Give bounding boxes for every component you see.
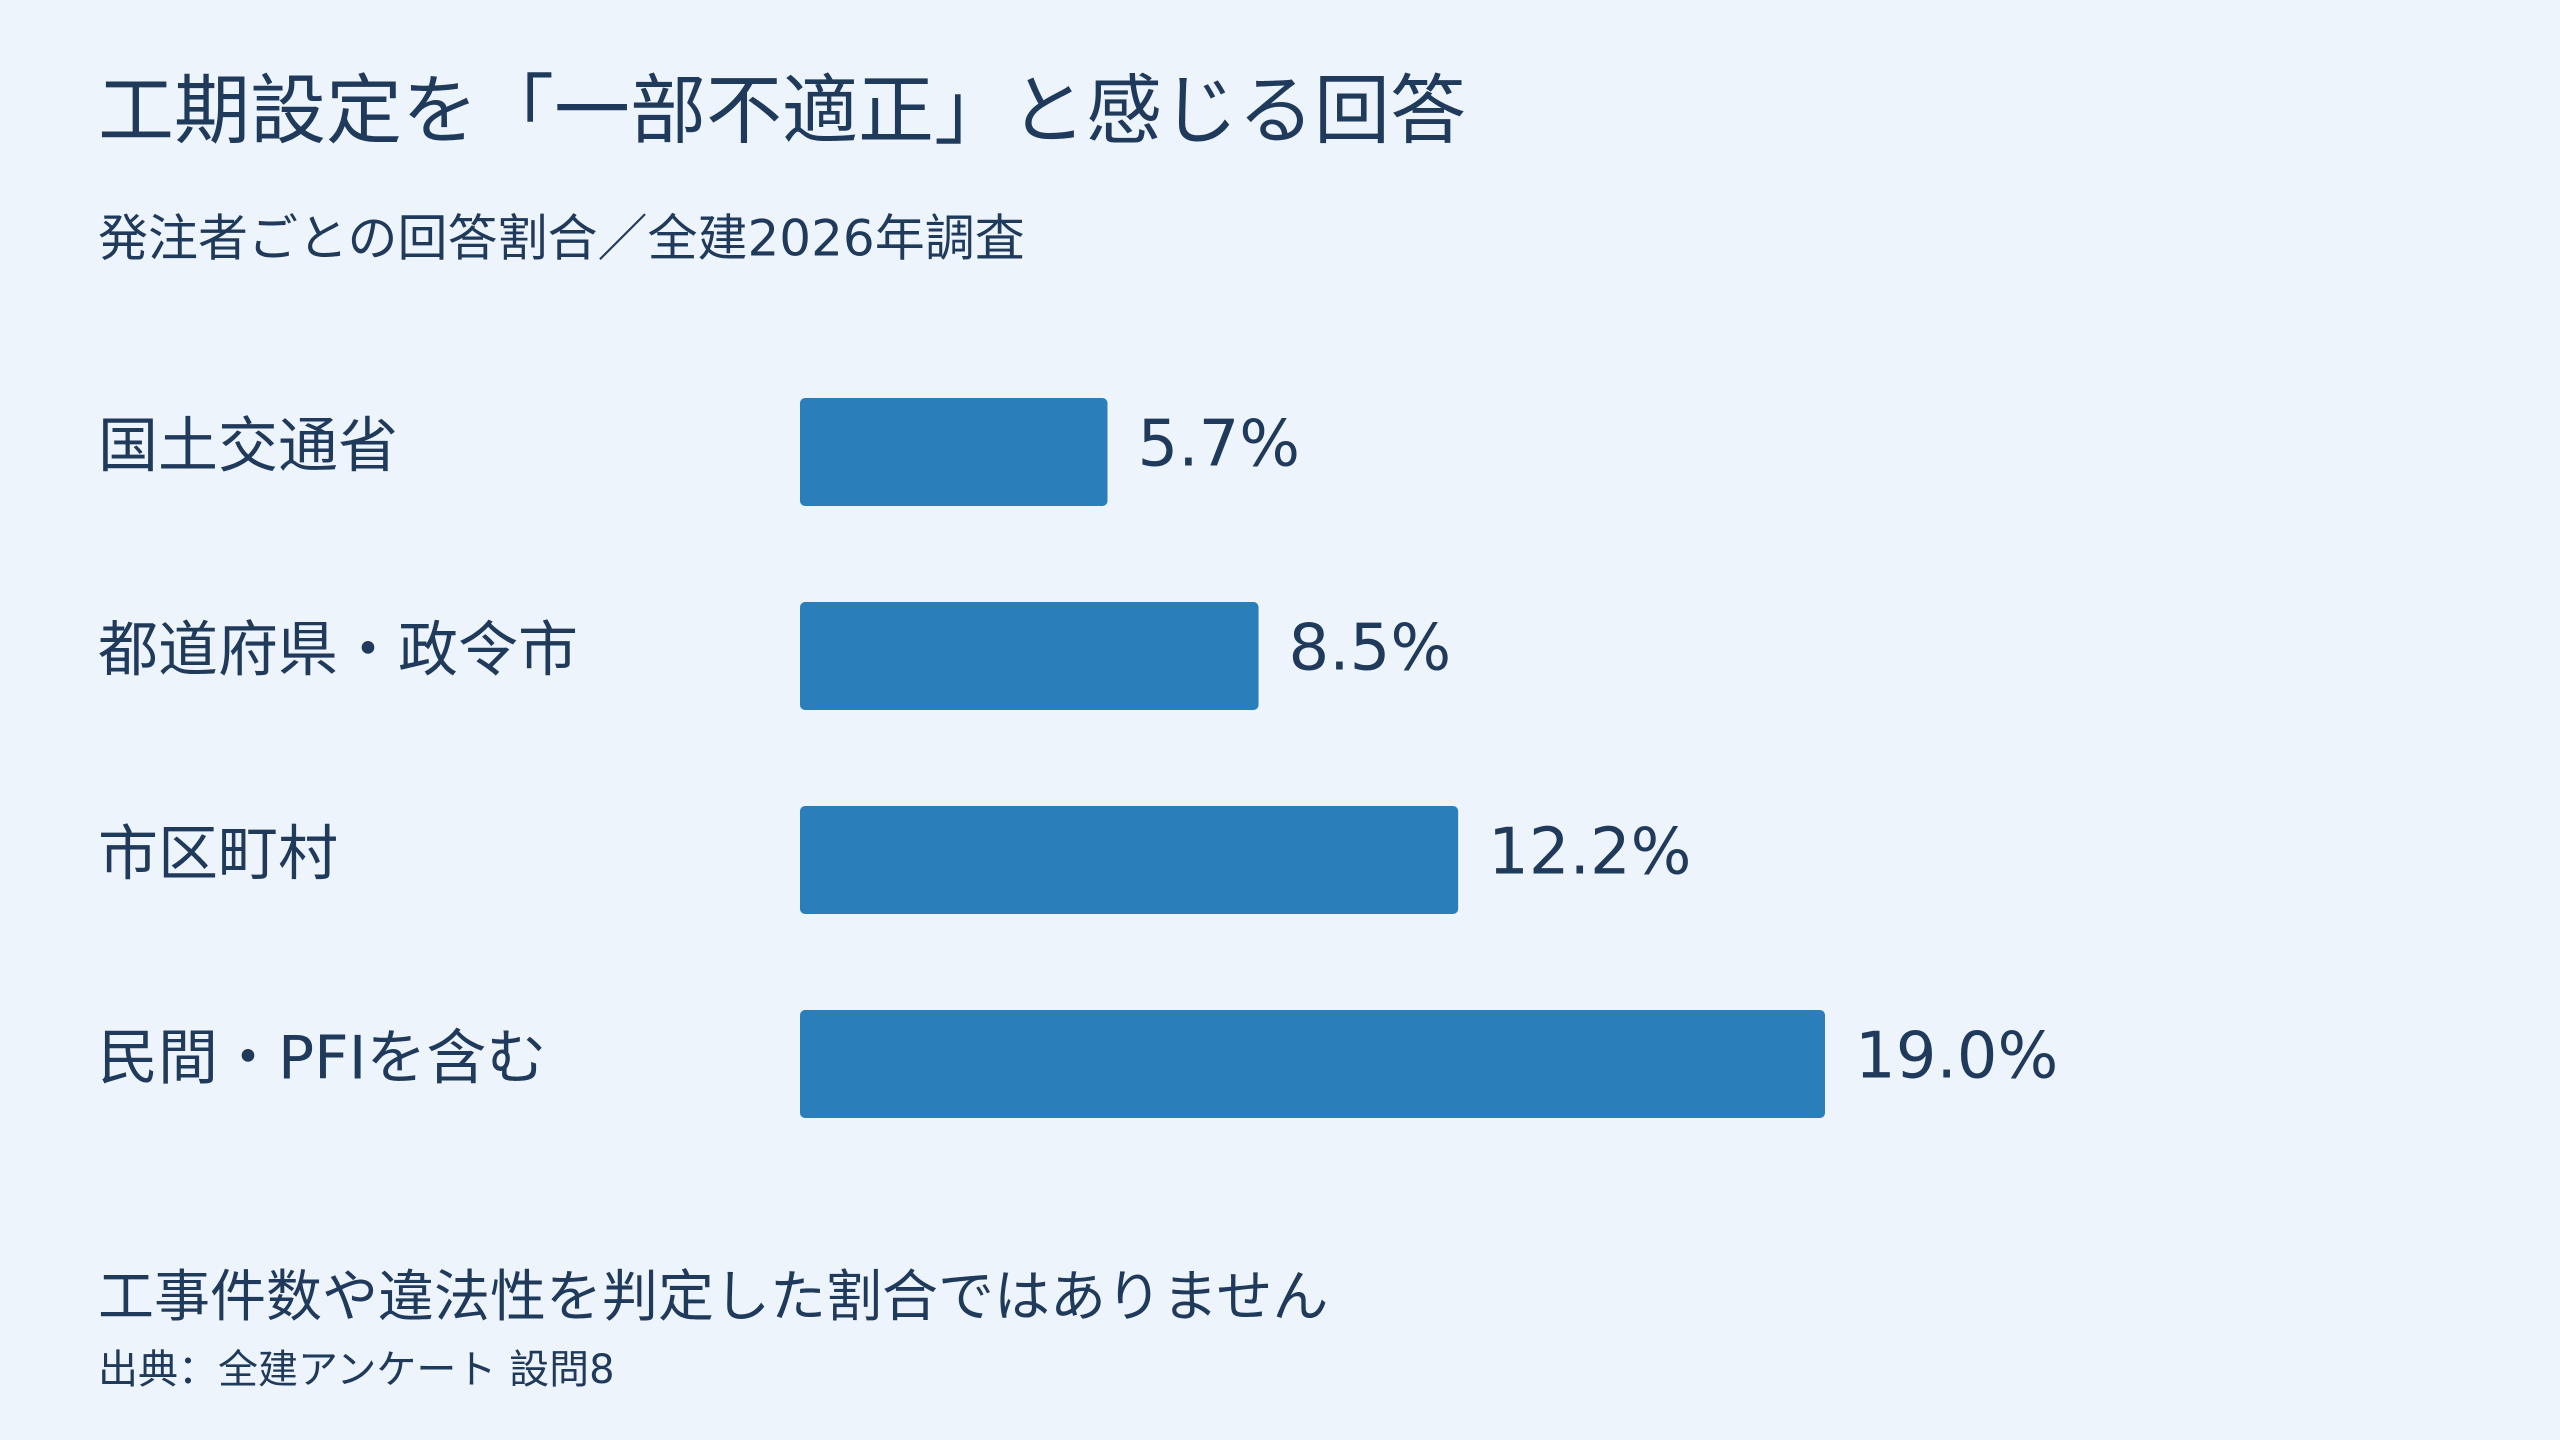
category-label: 民間・PFIを含む: [98, 1024, 546, 1094]
chart-subtitle: 発注者ごとの回答割合／全建2026年調査: [98, 210, 1025, 268]
bar: [800, 806, 1459, 914]
note: 工事件数や違法性を判定した割合ではありません: [98, 1265, 1328, 1330]
bar: [800, 1010, 1825, 1118]
chart-title: 工期設定を「一部不適正」と感じる回答: [98, 66, 1466, 155]
category-label: 都道府県・政令市: [98, 616, 578, 686]
value-label: 19.0%: [1855, 1020, 2058, 1094]
source: 出典：全建アンケート 設問8: [98, 1347, 615, 1393]
category-label: 市区町村: [98, 820, 338, 890]
bar: [800, 602, 1259, 710]
value-label: 5.7%: [1138, 408, 1301, 482]
bar: [800, 398, 1108, 506]
value-label: 8.5%: [1289, 612, 1452, 686]
value-label: 12.2%: [1488, 816, 1691, 890]
category-label: 国土交通省: [98, 412, 398, 482]
